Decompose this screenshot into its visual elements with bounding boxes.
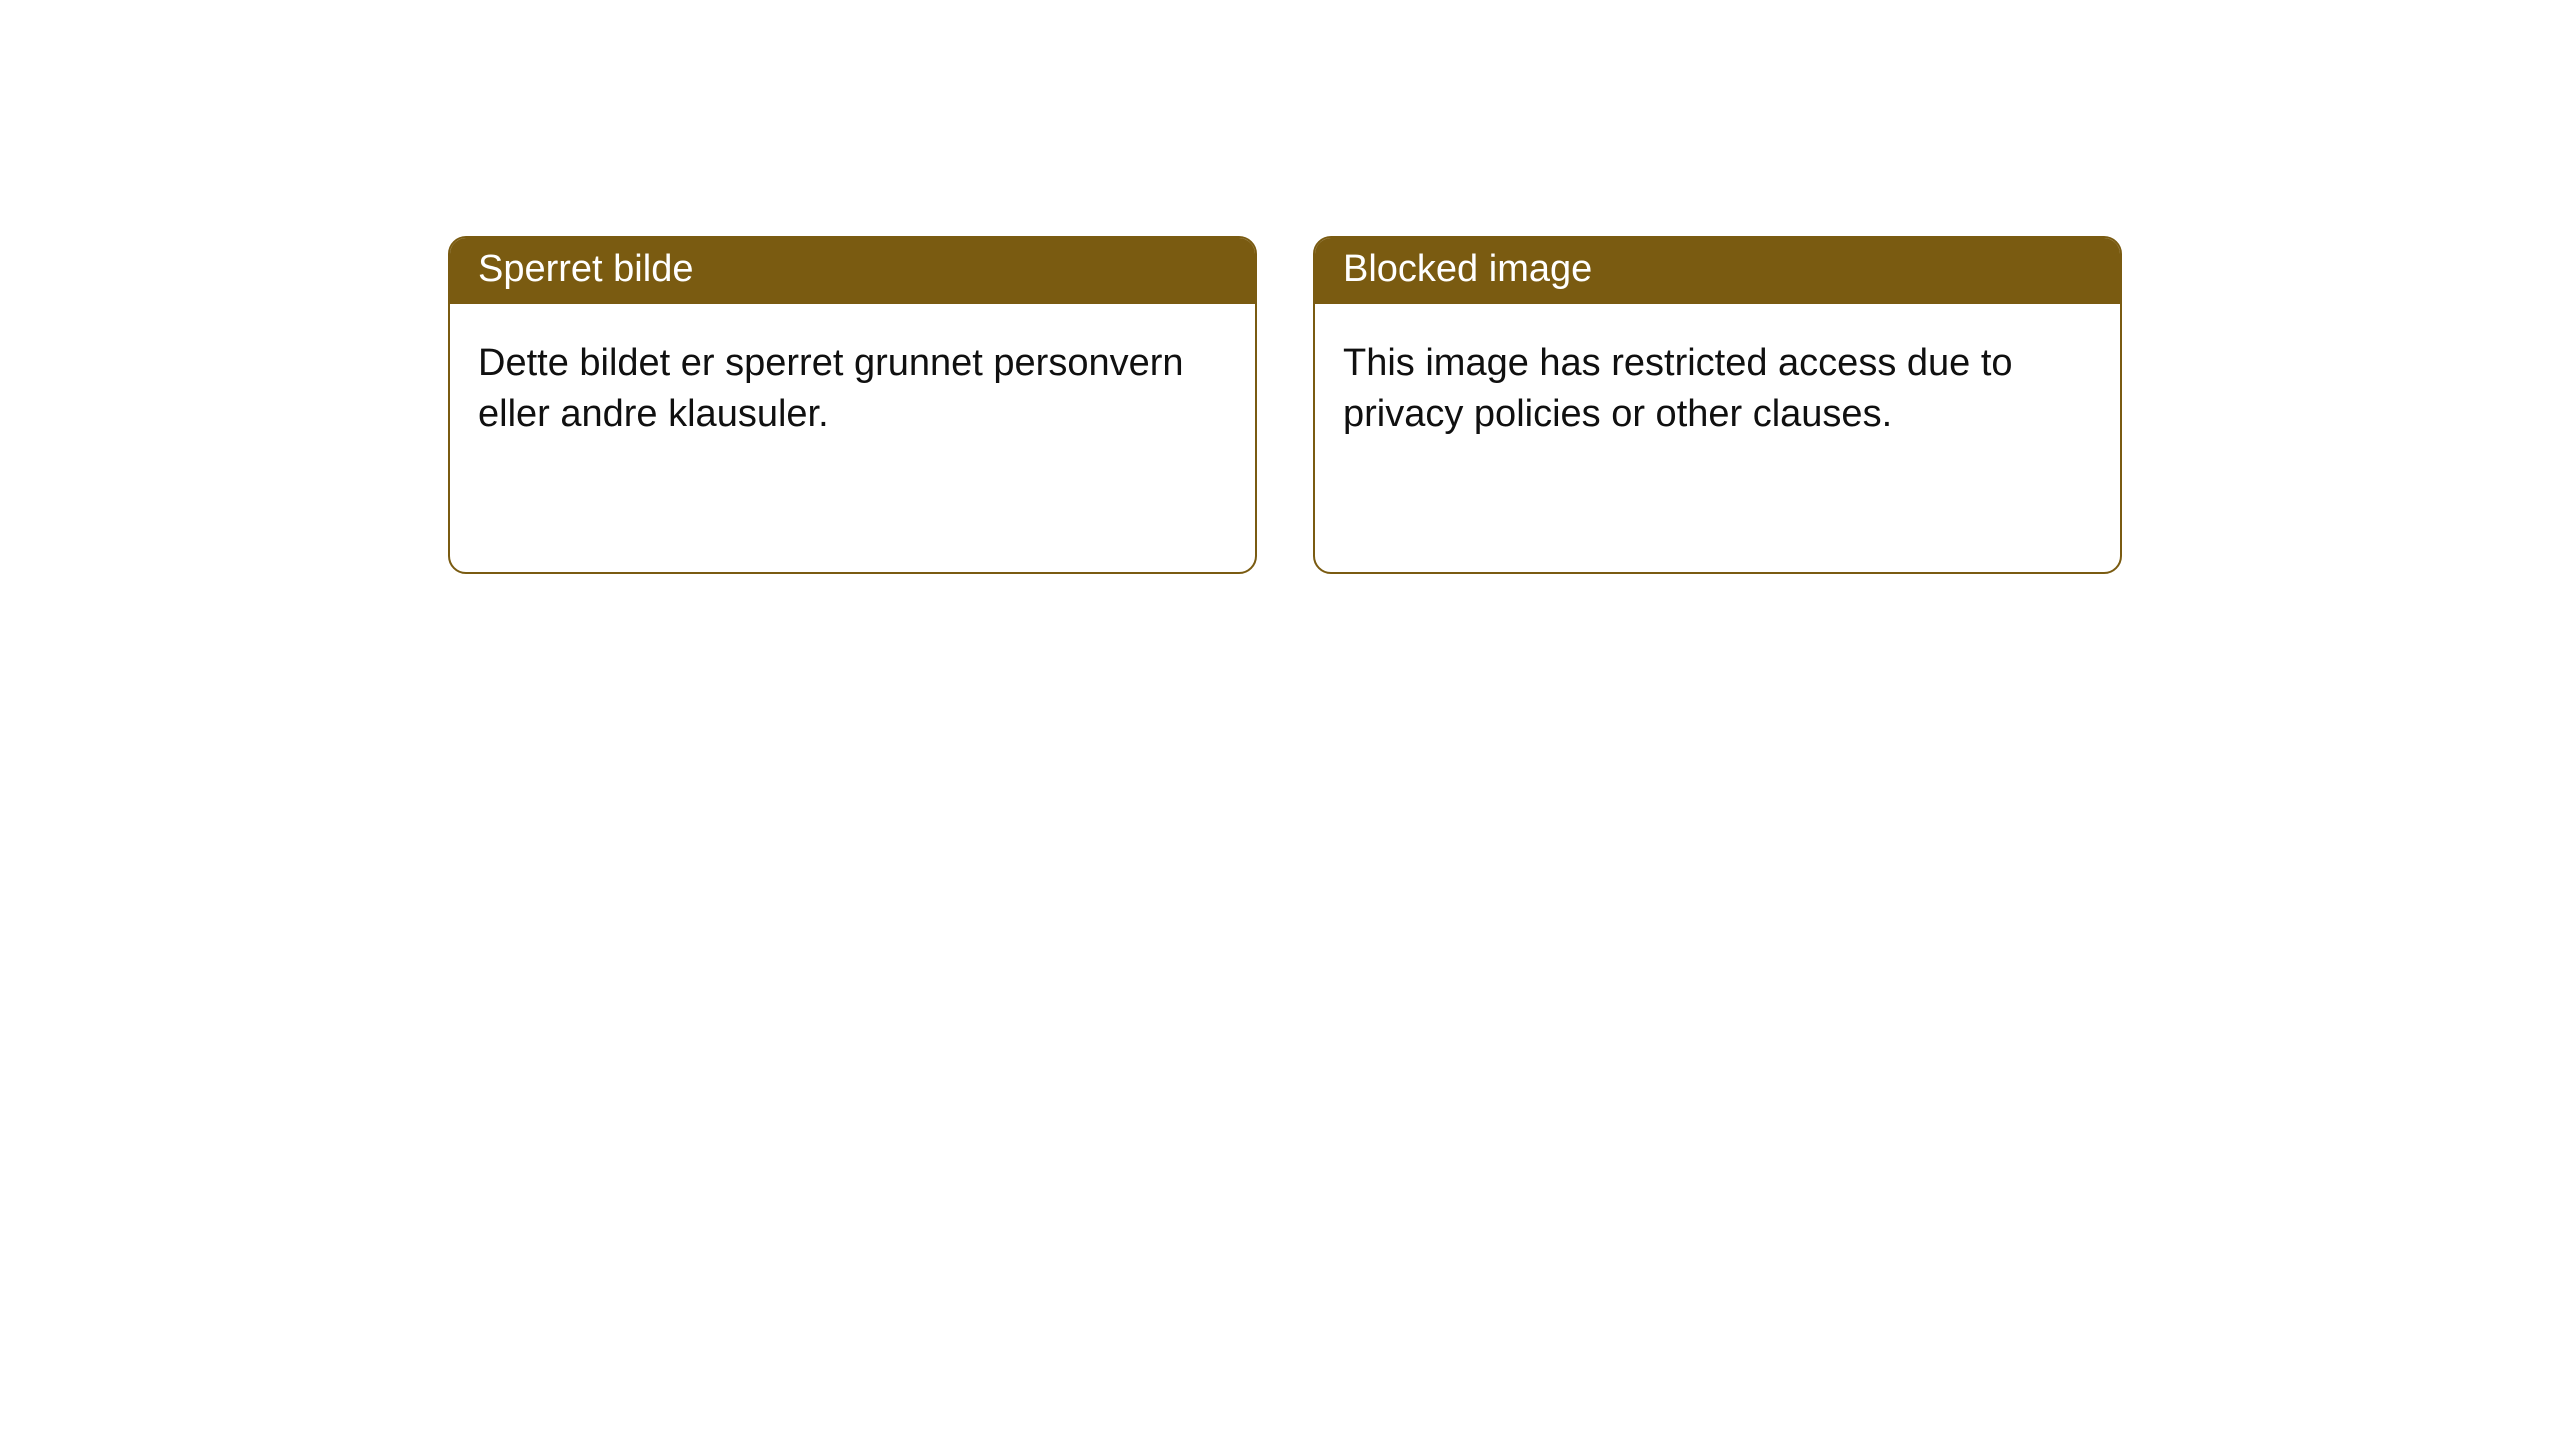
- notice-header: Blocked image: [1315, 238, 2120, 304]
- notice-card-norwegian: Sperret bilde Dette bildet er sperret gr…: [448, 236, 1257, 574]
- notice-body: This image has restricted access due to …: [1315, 304, 2120, 469]
- notice-container: Sperret bilde Dette bildet er sperret gr…: [0, 0, 2560, 574]
- notice-header: Sperret bilde: [450, 238, 1255, 304]
- notice-card-english: Blocked image This image has restricted …: [1313, 236, 2122, 574]
- notice-body: Dette bildet er sperret grunnet personve…: [450, 304, 1255, 469]
